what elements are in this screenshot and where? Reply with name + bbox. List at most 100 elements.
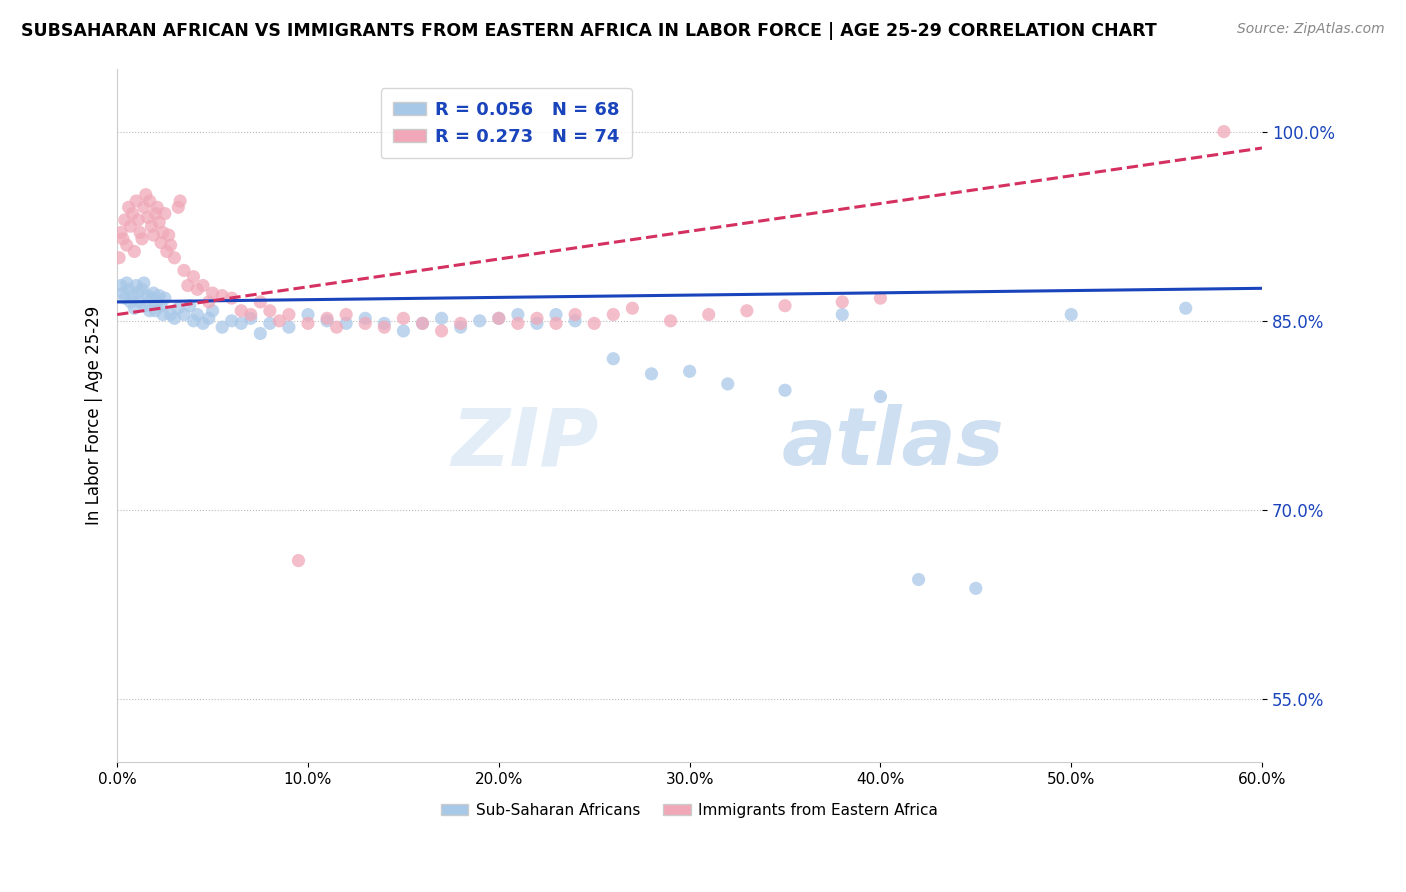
Point xyxy=(177,278,200,293)
Point xyxy=(135,299,157,313)
Point xyxy=(110,278,132,293)
Point xyxy=(735,303,758,318)
Point xyxy=(335,308,357,322)
Point xyxy=(129,294,152,309)
Point xyxy=(602,351,624,366)
Point xyxy=(831,294,853,309)
Point xyxy=(717,376,740,391)
Point xyxy=(117,282,139,296)
Point xyxy=(316,314,339,328)
Point xyxy=(277,320,299,334)
Point xyxy=(544,317,567,331)
Point xyxy=(221,291,243,305)
Point xyxy=(179,299,201,313)
Point xyxy=(297,317,319,331)
Point xyxy=(335,317,357,331)
Point xyxy=(411,317,433,331)
Point xyxy=(211,320,233,334)
Point xyxy=(124,301,146,316)
Point xyxy=(392,324,415,338)
Point xyxy=(544,308,567,322)
Point xyxy=(450,317,472,331)
Point xyxy=(697,308,720,322)
Point xyxy=(373,317,395,331)
Point xyxy=(249,326,271,341)
Point xyxy=(239,308,262,322)
Point xyxy=(197,294,219,309)
Point xyxy=(146,200,169,214)
Point xyxy=(269,314,291,328)
Point xyxy=(117,200,139,214)
Point xyxy=(468,314,491,328)
Point xyxy=(773,299,796,313)
Point xyxy=(191,317,214,331)
Point xyxy=(124,244,146,259)
Point xyxy=(135,187,157,202)
Point xyxy=(114,291,136,305)
Point xyxy=(621,301,644,316)
Point xyxy=(430,311,453,326)
Point xyxy=(167,200,190,214)
Point xyxy=(173,308,195,322)
Point xyxy=(640,367,662,381)
Point xyxy=(354,317,377,331)
Point xyxy=(430,324,453,338)
Text: atlas: atlas xyxy=(782,404,1004,483)
Point xyxy=(143,303,166,318)
Point xyxy=(602,308,624,322)
Point xyxy=(141,291,163,305)
Point xyxy=(152,226,174,240)
Point xyxy=(157,228,180,243)
Point xyxy=(148,215,170,229)
Point xyxy=(831,308,853,322)
Point xyxy=(141,219,163,234)
Point xyxy=(127,213,149,227)
Point xyxy=(231,303,253,318)
Point xyxy=(773,383,796,397)
Point xyxy=(259,303,281,318)
Point xyxy=(115,238,138,252)
Point xyxy=(564,308,586,322)
Point xyxy=(659,314,682,328)
Point xyxy=(869,291,891,305)
Point xyxy=(1212,125,1234,139)
Point xyxy=(152,308,174,322)
Point xyxy=(907,573,929,587)
Point xyxy=(148,288,170,302)
Point xyxy=(120,294,142,309)
Point xyxy=(111,286,134,301)
Point xyxy=(197,311,219,326)
Point xyxy=(131,282,153,296)
Point xyxy=(108,251,131,265)
Point xyxy=(142,286,165,301)
Point xyxy=(163,311,186,326)
Point xyxy=(127,286,149,301)
Point xyxy=(186,308,208,322)
Point xyxy=(287,553,309,567)
Point xyxy=(488,311,510,326)
Point xyxy=(167,301,190,316)
Point xyxy=(277,308,299,322)
Point xyxy=(169,194,191,208)
Point xyxy=(125,278,148,293)
Point xyxy=(163,251,186,265)
Point xyxy=(132,276,155,290)
Point xyxy=(506,308,529,322)
Point xyxy=(526,311,548,326)
Point xyxy=(136,288,159,302)
Point xyxy=(150,235,173,250)
Point xyxy=(142,228,165,243)
Point xyxy=(221,314,243,328)
Point xyxy=(211,288,233,302)
Point xyxy=(965,582,987,596)
Point xyxy=(153,291,176,305)
Point xyxy=(136,211,159,225)
Point xyxy=(183,314,205,328)
Point xyxy=(138,194,160,208)
Point xyxy=(297,308,319,322)
Text: Source: ZipAtlas.com: Source: ZipAtlas.com xyxy=(1237,22,1385,37)
Point xyxy=(411,317,433,331)
Point xyxy=(120,219,142,234)
Point xyxy=(156,244,179,259)
Point xyxy=(183,269,205,284)
